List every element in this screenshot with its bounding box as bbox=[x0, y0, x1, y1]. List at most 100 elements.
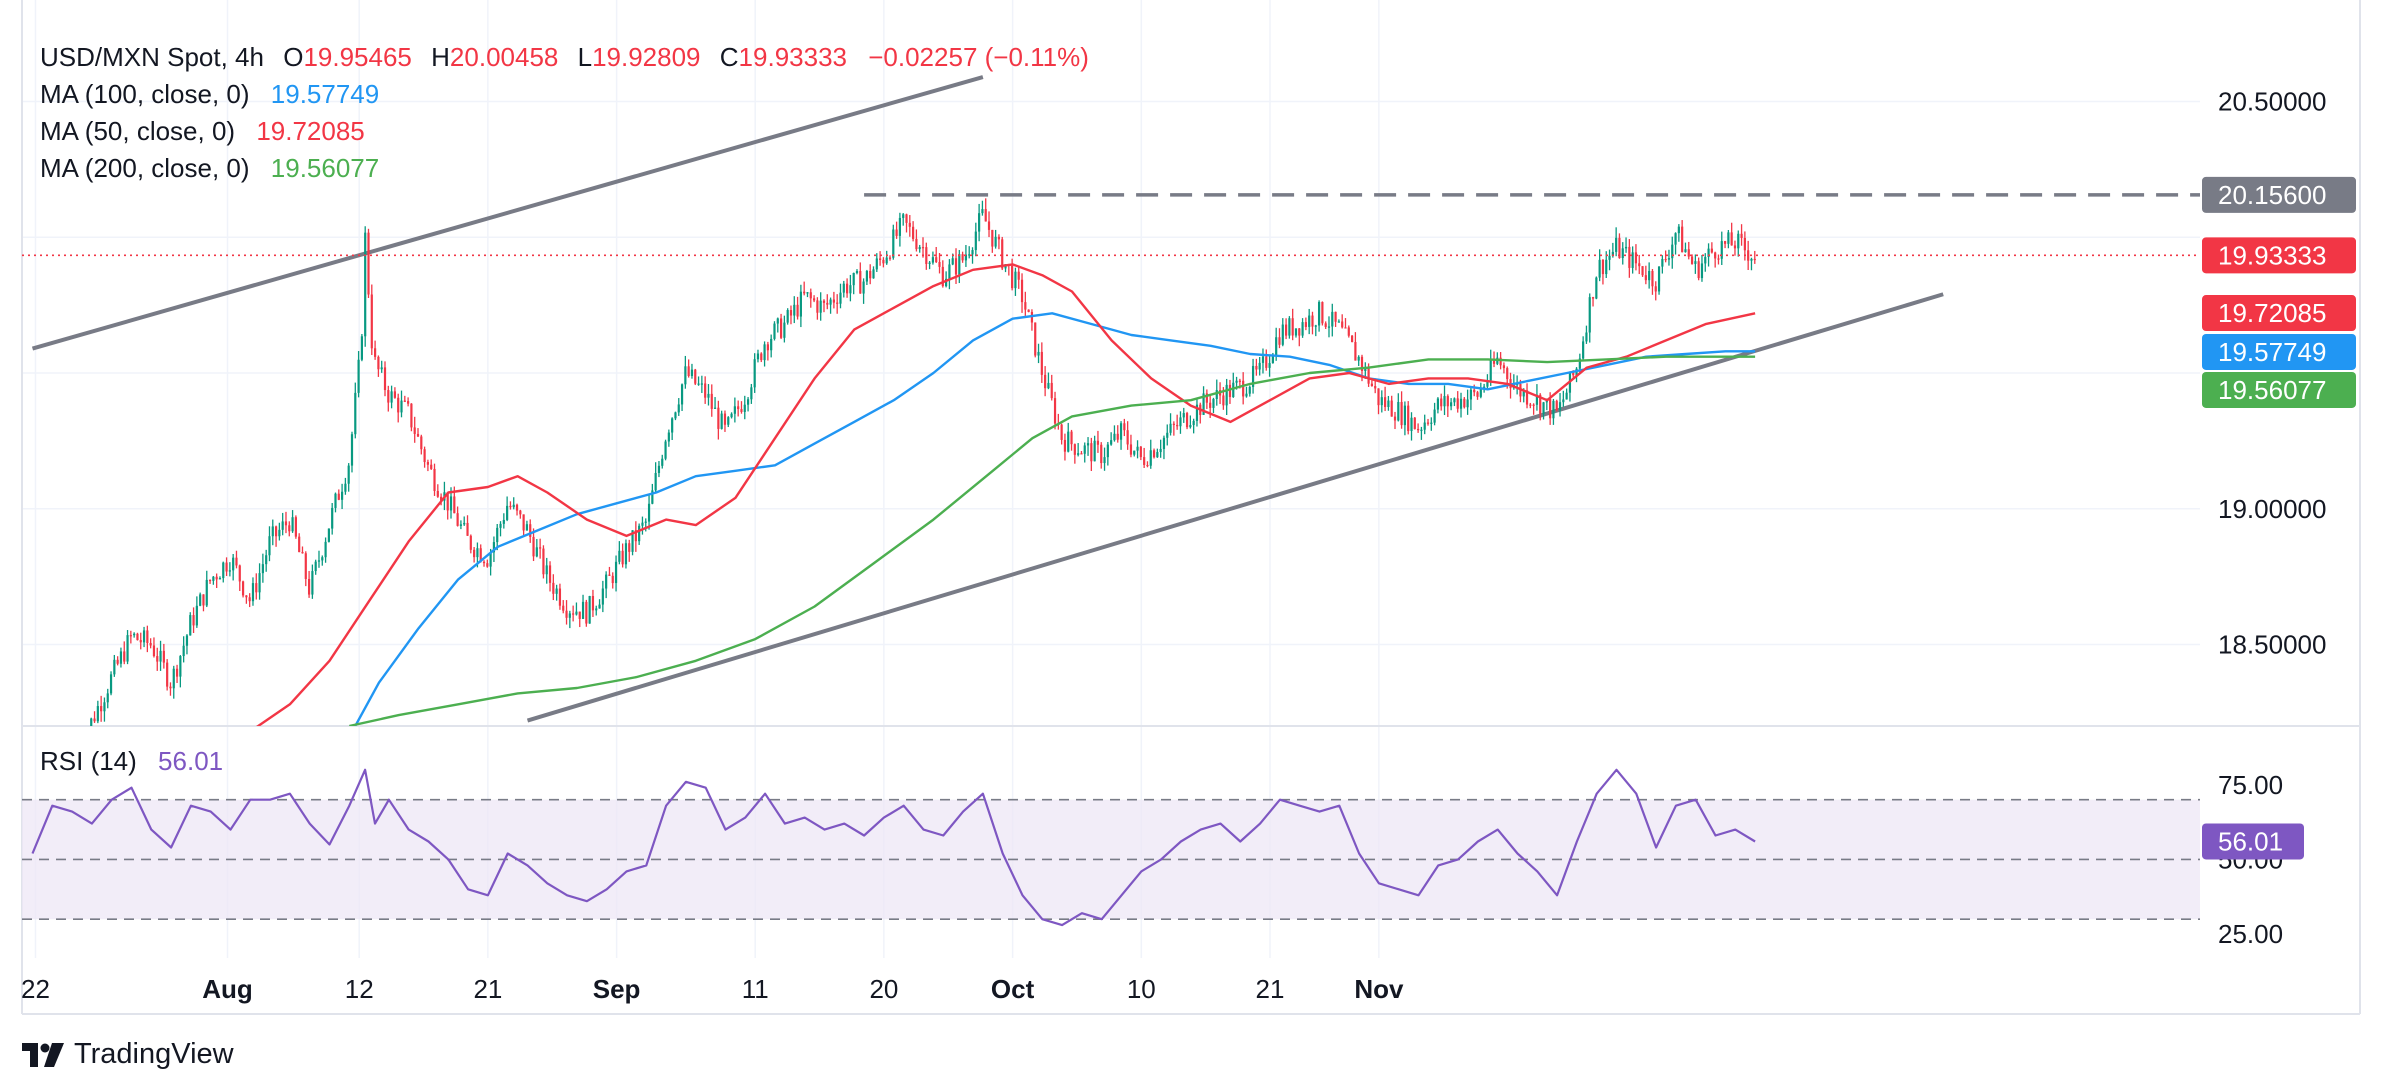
candle-body bbox=[1265, 356, 1268, 368]
x-tick-label: 12 bbox=[345, 974, 374, 1004]
candle-body bbox=[770, 338, 773, 351]
candle-body bbox=[268, 536, 271, 556]
candle-body bbox=[1053, 398, 1057, 424]
candle-body bbox=[466, 522, 469, 536]
candle-body bbox=[1205, 393, 1208, 403]
candle-body bbox=[1572, 371, 1575, 376]
legend-ma50: MA (50, close, 0) 19.72085 bbox=[40, 116, 365, 146]
candle-body bbox=[1552, 400, 1555, 419]
candle-body bbox=[842, 283, 845, 293]
moving-averages bbox=[22, 254, 2200, 726]
candle-body bbox=[1433, 409, 1436, 423]
candle-body bbox=[1179, 417, 1182, 427]
candle-body bbox=[251, 583, 255, 602]
candle-body bbox=[1648, 270, 1651, 281]
candle-body bbox=[334, 493, 337, 508]
candle-body bbox=[1222, 395, 1225, 406]
candle-body bbox=[803, 291, 806, 294]
candle-body bbox=[819, 300, 822, 313]
candle-body bbox=[1417, 428, 1420, 431]
candle-body bbox=[1162, 437, 1166, 449]
candle-body bbox=[1397, 402, 1400, 421]
candle-body bbox=[1502, 365, 1506, 369]
candle-body bbox=[865, 270, 868, 282]
candle-body bbox=[156, 656, 159, 662]
candle-body bbox=[948, 264, 951, 279]
candle-body bbox=[941, 266, 944, 287]
candle-body bbox=[601, 588, 604, 605]
tradingview-brand[interactable]: TradingView bbox=[22, 1038, 234, 1071]
candle-body bbox=[1159, 448, 1162, 453]
candle-body bbox=[1024, 302, 1027, 310]
candle-body bbox=[1176, 424, 1179, 427]
candle-body bbox=[1232, 382, 1235, 397]
candle-body bbox=[562, 605, 565, 611]
candle-body bbox=[618, 550, 621, 562]
high-value: 20.00458 bbox=[450, 42, 558, 72]
candle-body bbox=[614, 561, 618, 584]
candle-body bbox=[1628, 246, 1631, 268]
candle-body bbox=[456, 513, 459, 526]
candle-body bbox=[921, 247, 925, 249]
candle-body bbox=[677, 404, 680, 413]
x-tick-label: Sep bbox=[593, 974, 641, 1004]
candle-body bbox=[1169, 423, 1172, 433]
candle-body bbox=[90, 718, 93, 726]
candle-body bbox=[1281, 324, 1284, 345]
candle-body bbox=[1050, 382, 1053, 399]
price-badge-ma100-label: 19.57749 bbox=[2218, 337, 2326, 367]
change-value: −0.02257 (−0.11%) bbox=[868, 42, 1089, 72]
candle-body bbox=[1690, 256, 1694, 264]
candlestick-series bbox=[90, 198, 1756, 726]
candle-body bbox=[1525, 390, 1529, 405]
candle-body bbox=[862, 281, 865, 294]
candle-body bbox=[1499, 357, 1502, 366]
candle-body bbox=[506, 505, 509, 520]
candle-body bbox=[410, 403, 413, 428]
trendline-upper bbox=[31, 75, 984, 351]
ma200-line bbox=[349, 355, 1756, 726]
candle-body bbox=[1657, 266, 1661, 292]
candle-body bbox=[1331, 311, 1334, 327]
candle-body bbox=[535, 547, 538, 557]
candle-body bbox=[360, 336, 363, 360]
candle-body bbox=[274, 526, 278, 537]
rsi-value-badge bbox=[2202, 823, 2304, 860]
candle-body bbox=[142, 630, 146, 643]
candle-body bbox=[1060, 424, 1063, 440]
candle-body bbox=[1011, 265, 1014, 289]
ma50-value: 19.72085 bbox=[256, 116, 364, 146]
candle-body bbox=[1202, 393, 1205, 415]
candle-body bbox=[542, 548, 545, 575]
candle-body bbox=[1522, 390, 1525, 397]
candle-body bbox=[331, 507, 334, 529]
candle-body bbox=[1463, 398, 1466, 408]
ma100-name: MA (100, close, 0) bbox=[40, 79, 250, 109]
candle-body bbox=[641, 522, 644, 526]
legend-rsi: RSI (14) 56.01 bbox=[40, 746, 223, 776]
candle-body bbox=[1271, 356, 1274, 364]
candle-body bbox=[1631, 252, 1634, 268]
candle-body bbox=[1700, 263, 1704, 279]
candle-body bbox=[1248, 386, 1251, 394]
candle-body bbox=[1294, 328, 1298, 336]
candle-body bbox=[1275, 337, 1278, 357]
candle-body bbox=[1324, 323, 1327, 327]
candle-body bbox=[1139, 446, 1142, 458]
candle-body bbox=[1720, 241, 1723, 259]
candle-body bbox=[1710, 248, 1713, 253]
candle-body bbox=[1192, 420, 1195, 426]
candle-body bbox=[1634, 252, 1638, 264]
candle-body bbox=[175, 668, 179, 677]
candle-body bbox=[1047, 382, 1050, 389]
candle-body bbox=[397, 397, 400, 413]
candle-body bbox=[1308, 315, 1311, 327]
candle-body bbox=[776, 318, 779, 324]
open-label: O bbox=[283, 42, 303, 72]
candle-body bbox=[935, 257, 938, 263]
trendlines bbox=[31, 75, 2200, 723]
candle-body bbox=[773, 323, 776, 339]
candle-body bbox=[1542, 402, 1545, 414]
